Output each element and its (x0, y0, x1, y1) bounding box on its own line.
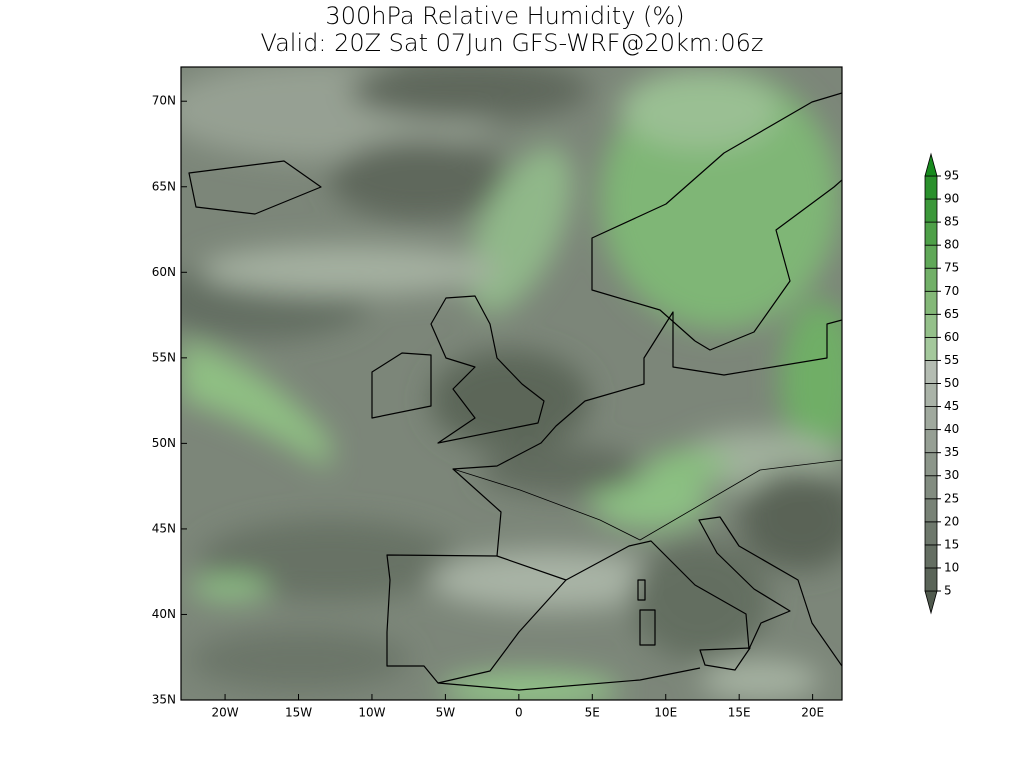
colorbar-segment (924, 452, 938, 477)
axes: 20W 15W 10W 5W 0 5E 10E 15E 20E 35N 40N 45N 50N 55N 60… (152, 94, 824, 720)
colorbar-label: 95 (944, 169, 959, 183)
colorbar-segment (924, 521, 938, 546)
title-line: Valid: 20Z Sat 07Jun GFS-WRF@20km:06z (261, 29, 764, 57)
colorbar-segment (924, 498, 938, 523)
colorbar-segment (924, 244, 938, 269)
colorbar-segment (924, 221, 938, 246)
x-tick-label: 5E (585, 706, 600, 720)
colorbar: 5 10 15 20 25 30 35 40 45 50 55 60 65 70 75 80 85 90 95 (924, 152, 959, 615)
colorbar-label: 5 (944, 584, 952, 598)
colorbar-segment (924, 544, 938, 569)
colorbar-label: 65 (944, 307, 959, 321)
colorbar-extend-high (924, 152, 938, 177)
colorbar-label: 45 (944, 399, 959, 413)
y-tick-label: 45N (152, 521, 176, 535)
x-tick-label: 0 (515, 706, 523, 720)
colorbar-segment (924, 383, 938, 407)
y-tick-label: 55N (152, 350, 176, 364)
x-tick-label: 10W (358, 706, 385, 720)
colorbar-label: 85 (944, 215, 959, 229)
y-tick-label: 50N (152, 436, 176, 450)
x-tick-label: 15E (728, 706, 751, 720)
colorbar-segment (924, 360, 938, 384)
title-line: 300hPa Relative Humidity (%) (325, 2, 684, 30)
colorbar-label: 30 (944, 468, 959, 482)
colorbar-segment (924, 198, 938, 223)
colorbar-label: 35 (944, 445, 959, 459)
map-frame (180, 66, 843, 701)
x-tick-label: 5W (436, 706, 456, 720)
colorbar-label: 10 (944, 560, 959, 574)
x-tick-label: 10E (654, 706, 677, 720)
colorbar-label: 70 (944, 284, 959, 298)
colorbar-segment (924, 429, 938, 454)
y-tick-label: 65N (152, 179, 176, 193)
x-tick-label: 15W (285, 706, 312, 720)
colorbar-label: 75 (944, 261, 959, 275)
colorbar-segment (924, 175, 938, 200)
colorbar-segment (924, 336, 938, 361)
y-tick-label: 35N (152, 693, 176, 707)
colorbar-segment (924, 406, 938, 431)
colorbar-label: 40 (944, 422, 959, 436)
colorbar-label: 60 (944, 330, 959, 344)
colorbar-segment (924, 567, 938, 592)
colorbar-label: 50 (944, 376, 959, 390)
colorbar-label: 80 (944, 238, 959, 252)
x-tick-label: 20W (211, 706, 238, 720)
humidity-field (181, 67, 842, 700)
y-tick-label: 60N (152, 265, 176, 279)
colorbar-segment (924, 267, 938, 292)
y-tick-label: 70N (152, 94, 176, 108)
colorbar-extend-low (924, 590, 938, 615)
colorbar-label: 90 (944, 192, 959, 206)
coastlines (188, 92, 842, 691)
colorbar-label: 55 (944, 353, 959, 367)
y-tick-label: 40N (152, 607, 176, 621)
colorbar-label: 20 (944, 514, 959, 528)
colorbar-label: 25 (944, 491, 959, 505)
colorbar-segment (924, 290, 938, 315)
colorbar-label: 15 (944, 537, 959, 551)
colorbar-segment (924, 313, 938, 338)
colorbar-segment (924, 475, 938, 500)
x-tick-label: 20E (801, 706, 824, 720)
